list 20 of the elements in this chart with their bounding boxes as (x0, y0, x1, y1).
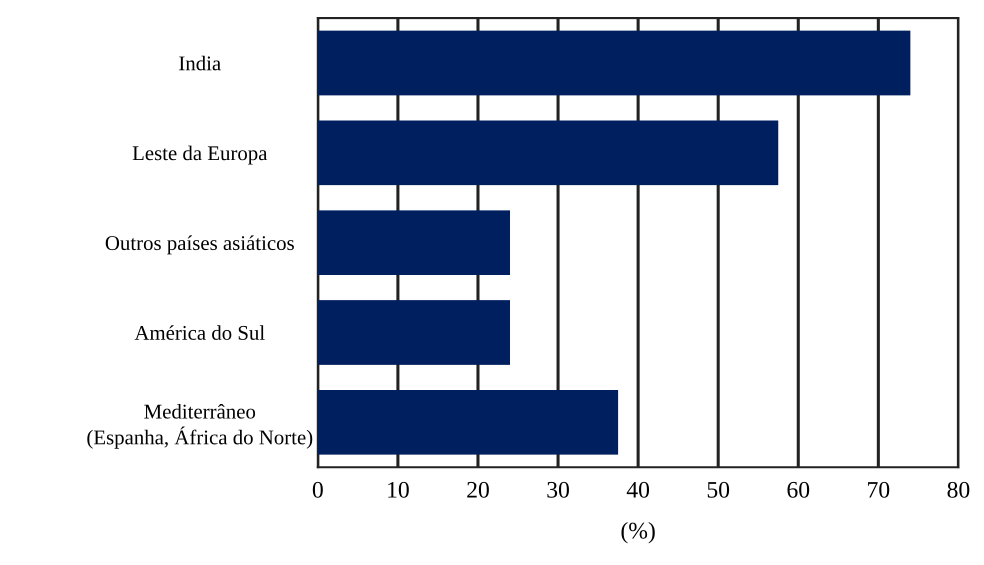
x-tick-label: 10 (388, 482, 409, 498)
x-tick-label: 20 (467, 482, 489, 498)
x-tick-label: 70 (868, 482, 890, 498)
y-tick-label: Leste da Europa (132, 146, 268, 164)
bar (318, 30, 910, 96)
x-tick-label: 30 (547, 482, 569, 498)
x-tick-label: 0 (312, 482, 323, 498)
y-tick-label: Outros países asiáticos (106, 235, 294, 254)
y-tick-label: Mediterrâneo (Espanha, África do Norte) (87, 404, 312, 449)
x-axis-title: (%) (621, 522, 655, 544)
x-tick-label: 50 (708, 482, 730, 498)
x-tick-label: 40 (626, 482, 650, 498)
x-tick-label: 60 (787, 482, 810, 498)
bar (318, 300, 510, 365)
y-tick-label: India (179, 56, 221, 70)
bar (318, 120, 778, 186)
y-tick-label: América do Sul (134, 325, 265, 340)
x-tick-label: 80 (948, 482, 970, 498)
bar (318, 390, 618, 455)
bar (318, 210, 510, 276)
